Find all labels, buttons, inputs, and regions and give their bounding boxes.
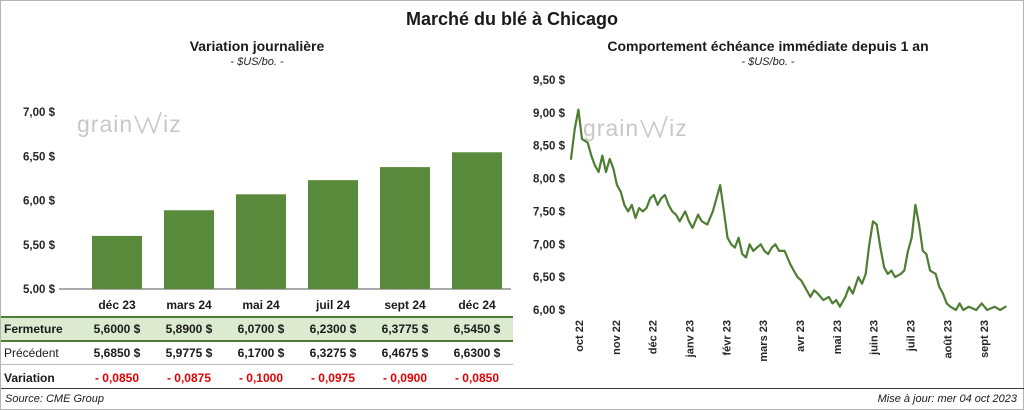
table-cell: 6,3275 $ bbox=[309, 346, 357, 360]
month-header-cell: juil 24 bbox=[315, 298, 350, 312]
x-tick-label: avr 23 bbox=[795, 320, 807, 352]
source-label: Source: CME Group bbox=[5, 393, 105, 405]
y-tick-label: 7,00 $ bbox=[533, 239, 566, 251]
x-tick-label: juin 23 bbox=[869, 320, 881, 356]
table-cell: 6,0700 $ bbox=[237, 322, 285, 336]
bar-chart-subtitle: - $US/bo. - bbox=[230, 56, 284, 68]
bar-chart-svg: 7,00 $ 6,50 $ 6,00 $ 5,50 $ 5,00 $ bbox=[23, 107, 511, 294]
x-tick-label: sept 23 bbox=[979, 320, 991, 358]
footer: Source: CME Group Mise à jour: mer 04 oc… bbox=[1, 388, 1024, 409]
table-cell: 5,9775 $ bbox=[165, 346, 213, 360]
month-header-cell: déc 24 bbox=[458, 298, 496, 312]
y-tick-label: 9,50 $ bbox=[533, 75, 566, 87]
y-tick-label: 7,50 $ bbox=[533, 206, 566, 218]
line-chart-subtitle: - $US/bo. - bbox=[741, 56, 795, 68]
line-chart-svg: 9,50 $ 9,00 $ 8,50 $ 8,00 $ 7,50 $ 7,00 $ 6,50… bbox=[533, 75, 1007, 362]
table-row-precedent: Précédent 5,6850 $ 5,9775 $ 6,1700 $ 6,3275 … bbox=[1, 342, 513, 365]
table-cell: 5,6000 $ bbox=[93, 322, 141, 336]
table-cell: 6,4675 $ bbox=[381, 346, 429, 360]
bar bbox=[452, 152, 502, 289]
y-tick-label: 5,00 $ bbox=[23, 284, 56, 294]
y-tick-label: 7,00 $ bbox=[23, 107, 56, 119]
table-row-variation: Variation - 0,0850 - 0,0875 - 0,1000 - 0,097… bbox=[1, 365, 513, 390]
bar bbox=[380, 167, 430, 289]
table-cell: 5,6850 $ bbox=[93, 346, 141, 360]
page-title: Marché du blé à Chicago bbox=[405, 9, 619, 29]
right-panel: Comportement échéance immédiate depuis 1… bbox=[513, 37, 1023, 382]
x-tick-label: oct 22 bbox=[574, 320, 586, 352]
price-line-series bbox=[569, 108, 1007, 312]
bar bbox=[308, 180, 358, 289]
bar bbox=[236, 194, 286, 289]
y-tick-label: 6,00 $ bbox=[23, 196, 56, 208]
bar bbox=[92, 235, 142, 289]
price-table: déc 23 mars 24 mai 24 juil 24 sept 24 déc 24 F… bbox=[1, 294, 513, 390]
x-tick-label: déc 22 bbox=[648, 320, 660, 354]
table-cell: 6,1700 $ bbox=[237, 346, 285, 360]
table-cell: - 0,1000 bbox=[238, 370, 284, 385]
table-cell: - 0,0975 bbox=[310, 370, 356, 385]
left-panel: Variation journalière - $US/bo. - 7,00 $… bbox=[1, 37, 513, 390]
updated-label: Mise à jour: mer 04 oct 2023 bbox=[877, 393, 1017, 405]
month-header-cell: mai 24 bbox=[242, 298, 280, 312]
line-chart-title: Comportement échéance immédiate depuis 1… bbox=[607, 38, 929, 54]
table-cell: 6,3775 $ bbox=[381, 322, 429, 336]
y-tick-label: 6,50 $ bbox=[23, 151, 56, 163]
y-tick-label: 6,00 $ bbox=[533, 305, 566, 317]
x-tick-label: mai 23 bbox=[832, 320, 844, 354]
table-cell: 5,8900 $ bbox=[165, 322, 213, 336]
x-tick-label: févr 23 bbox=[721, 320, 733, 355]
months-header-row: déc 23 mars 24 mai 24 juil 24 sept 24 déc 24 bbox=[1, 294, 513, 316]
table-cell: - 0,0850 bbox=[94, 370, 140, 385]
table-row-fermeture: Fermeture 5,6000 $ 5,8900 $ 6,0700 $ 6,2300 … bbox=[1, 316, 513, 342]
table-cell: 6,6300 $ bbox=[453, 346, 501, 360]
y-tick-label: 8,00 $ bbox=[533, 174, 566, 186]
x-tick-label: juil 23 bbox=[906, 320, 918, 352]
x-tick-label: nov 22 bbox=[611, 320, 623, 355]
table-cell: 6,5450 $ bbox=[453, 322, 501, 336]
bar-chart-title: Variation journalière bbox=[189, 38, 325, 54]
row-label: Variation bbox=[4, 370, 55, 385]
row-label: Fermeture bbox=[4, 322, 63, 336]
y-tick-label: 6,50 $ bbox=[533, 272, 566, 284]
month-header-cell: mars 24 bbox=[166, 298, 212, 312]
table-cell: - 0,0875 bbox=[166, 370, 212, 385]
x-tick-label: mars 23 bbox=[758, 320, 770, 362]
bar bbox=[164, 210, 214, 289]
y-tick-label: 8,50 $ bbox=[533, 141, 566, 153]
y-tick-label: 9,00 $ bbox=[533, 108, 566, 120]
table-cell: 6,2300 $ bbox=[309, 322, 357, 336]
row-label: Précédent bbox=[4, 346, 59, 360]
y-tick-label: 5,50 $ bbox=[23, 240, 56, 252]
month-header-cell: déc 23 bbox=[98, 298, 136, 312]
x-tick-label: août 23 bbox=[942, 320, 954, 359]
table-cell: - 0,0850 bbox=[454, 370, 500, 385]
table-cell: - 0,0900 bbox=[382, 370, 428, 385]
x-tick-label: janv 23 bbox=[685, 320, 697, 358]
month-header-cell: sept 24 bbox=[384, 298, 426, 312]
